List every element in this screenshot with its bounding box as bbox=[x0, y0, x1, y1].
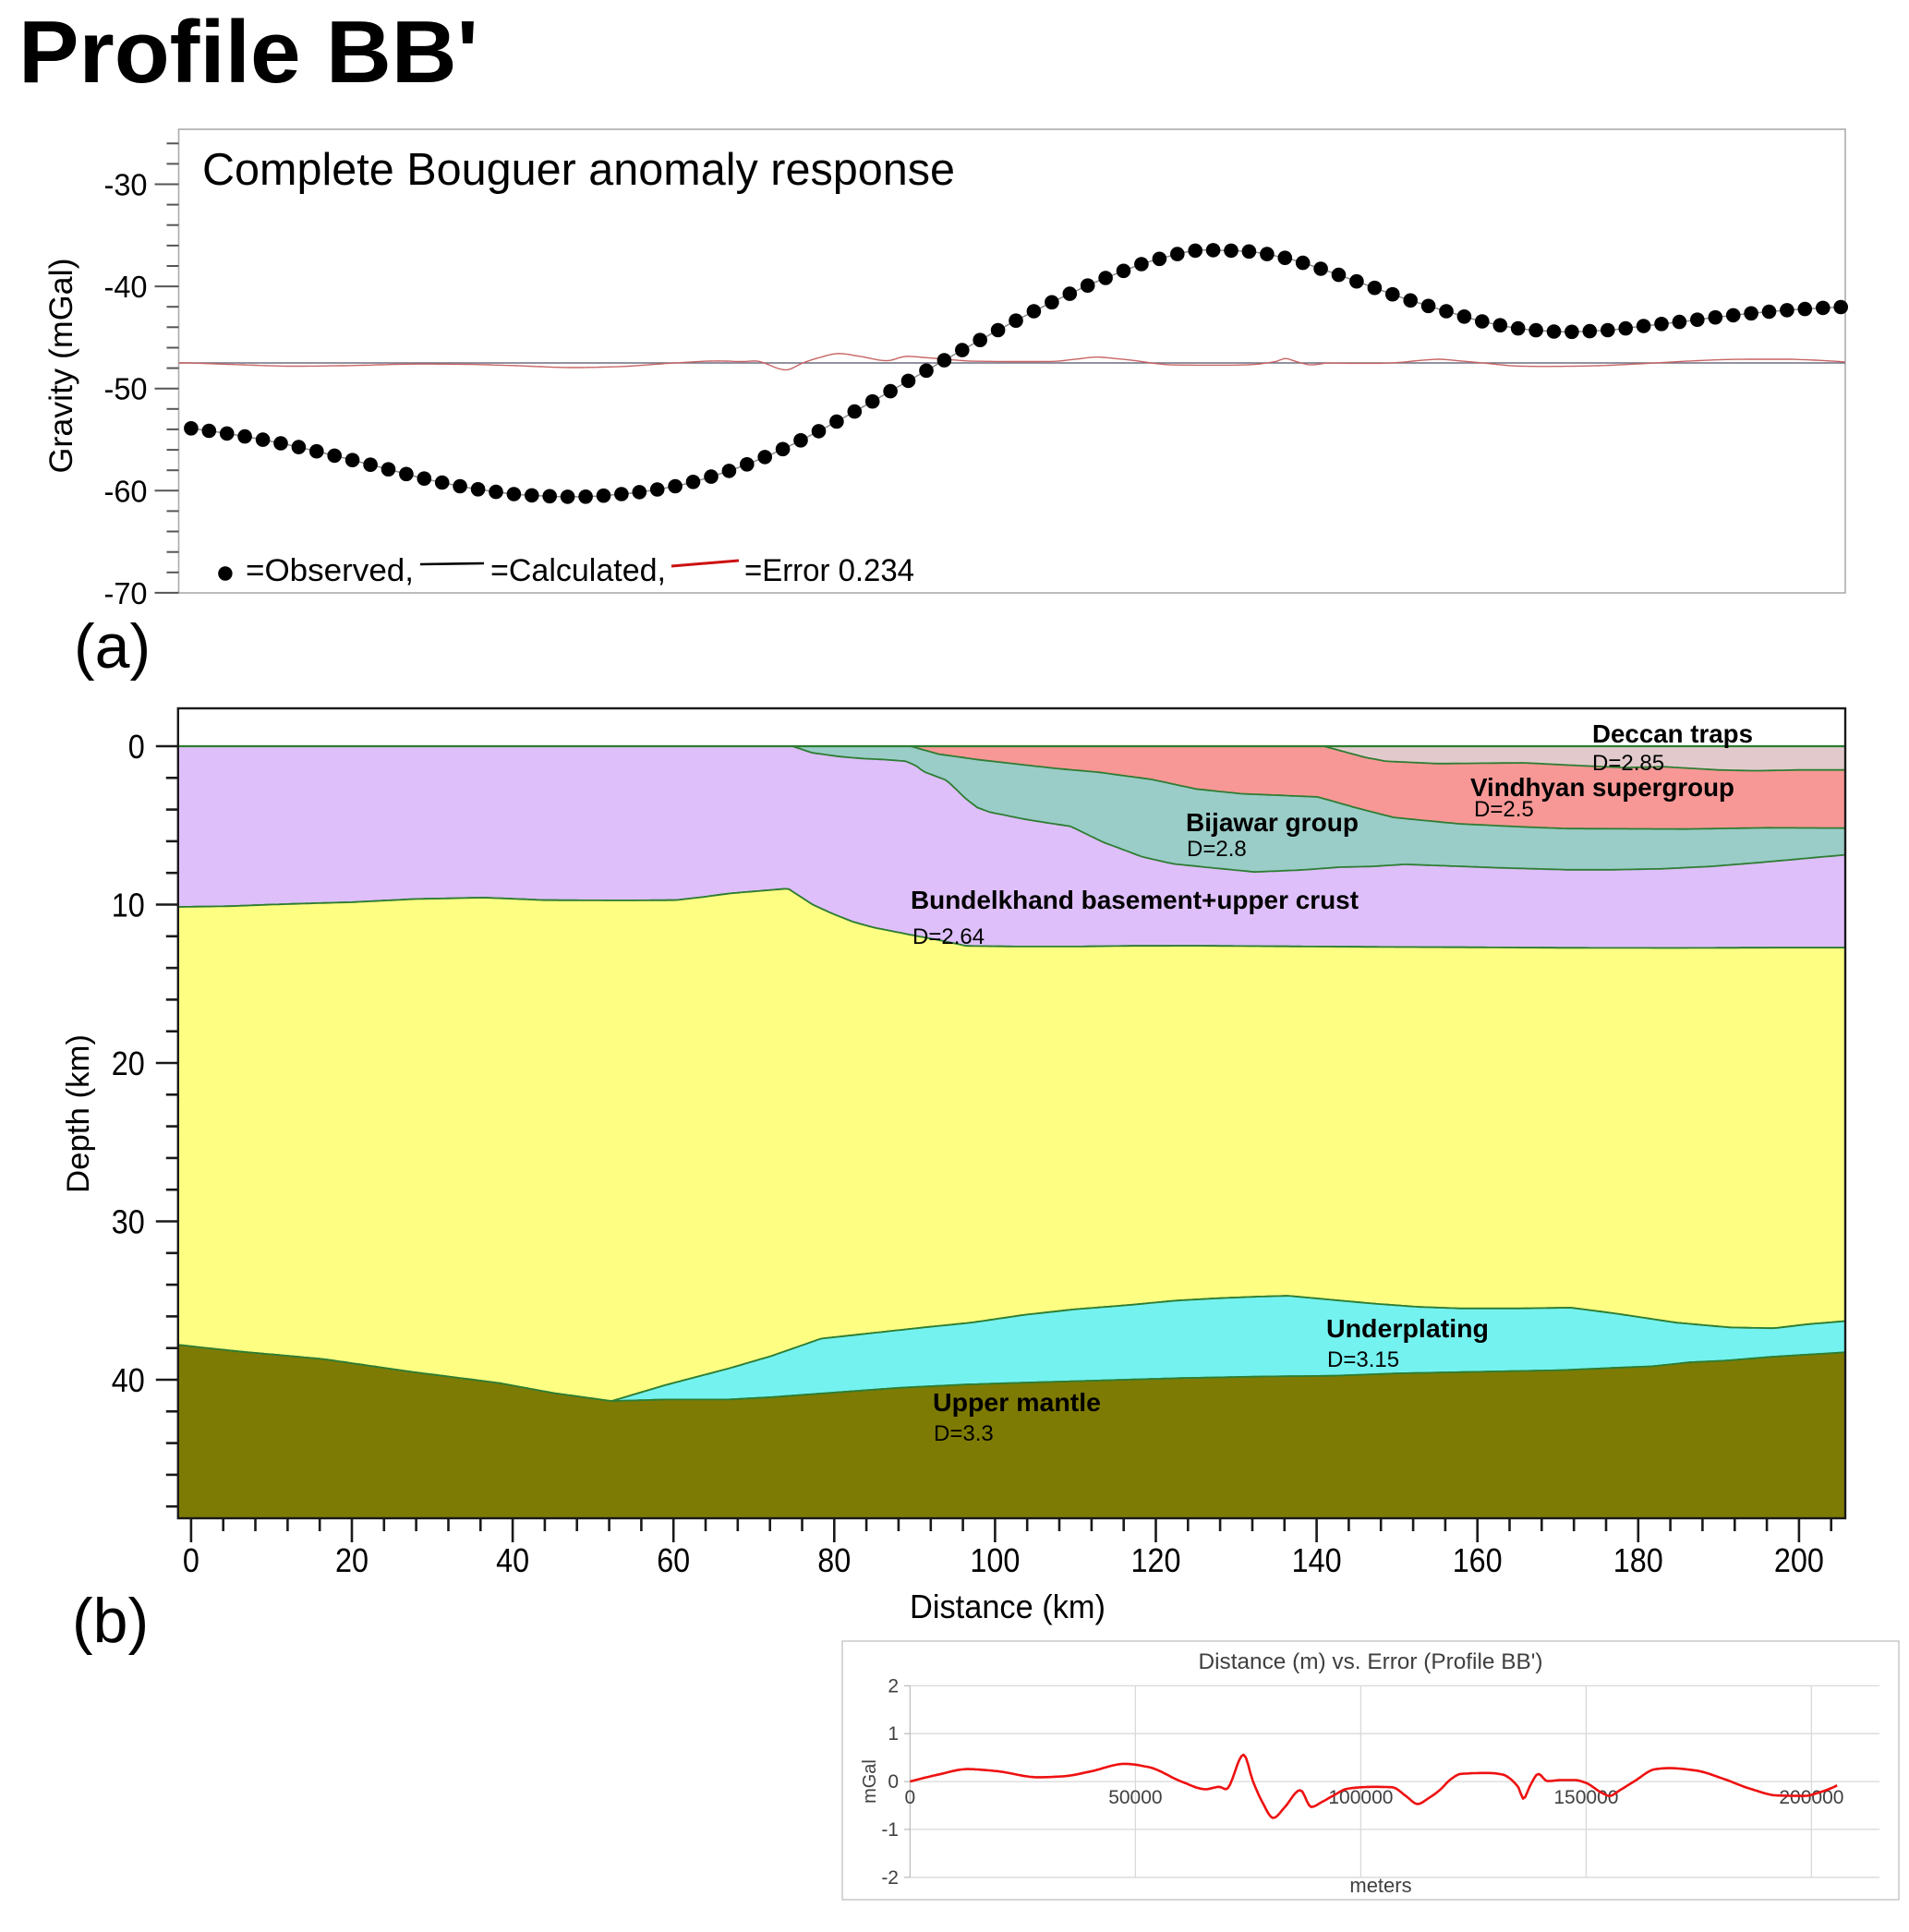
svg-text:-30: -30 bbox=[104, 168, 148, 202]
svg-text:Profile BB': Profile BB' bbox=[18, 3, 478, 102]
svg-text:D=2.64: D=2.64 bbox=[912, 924, 985, 949]
svg-text:40: 40 bbox=[496, 1541, 529, 1579]
svg-text:Distance (m) vs. Error (Profil: Distance (m) vs. Error (Profile BB') bbox=[1199, 1649, 1543, 1674]
svg-text:60: 60 bbox=[657, 1541, 690, 1579]
svg-text:50000: 50000 bbox=[1108, 1787, 1162, 1808]
svg-text:Distance (km): Distance (km) bbox=[910, 1588, 1106, 1625]
svg-text:-50: -50 bbox=[104, 372, 148, 406]
svg-text:-1: -1 bbox=[881, 1819, 899, 1841]
svg-text:0: 0 bbox=[183, 1541, 199, 1579]
svg-text:=Calculated,: =Calculated, bbox=[490, 553, 666, 588]
svg-text:=Observed,: =Observed, bbox=[246, 553, 414, 588]
svg-text:0: 0 bbox=[888, 1771, 899, 1793]
svg-text:200000: 200000 bbox=[1779, 1787, 1843, 1808]
svg-text:D=3.15: D=3.15 bbox=[1327, 1347, 1399, 1372]
svg-text:20: 20 bbox=[112, 1044, 145, 1082]
svg-text:Vindhyan supergroup: Vindhyan supergroup bbox=[1470, 773, 1734, 802]
svg-text:140: 140 bbox=[1292, 1541, 1342, 1579]
svg-text:100000: 100000 bbox=[1328, 1787, 1393, 1808]
svg-text:-70: -70 bbox=[104, 576, 148, 610]
svg-text:Bijawar group: Bijawar group bbox=[1186, 808, 1359, 837]
svg-text:0: 0 bbox=[128, 728, 145, 766]
svg-text:Gravity (mGal): Gravity (mGal) bbox=[43, 259, 79, 474]
svg-text:80: 80 bbox=[817, 1541, 851, 1579]
svg-text:D=2.8: D=2.8 bbox=[1187, 837, 1247, 862]
svg-text:1: 1 bbox=[888, 1723, 899, 1745]
svg-text:30: 30 bbox=[112, 1203, 145, 1241]
svg-text:-60: -60 bbox=[104, 474, 148, 508]
svg-text:0: 0 bbox=[905, 1787, 916, 1808]
svg-text:120: 120 bbox=[1131, 1541, 1181, 1579]
svg-text:=Error 0.234: =Error 0.234 bbox=[744, 553, 914, 588]
svg-text:Bundelkhand basement+upper cru: Bundelkhand basement+upper crust bbox=[911, 886, 1359, 914]
svg-text:(b): (b) bbox=[72, 1586, 149, 1656]
svg-text:D=3.3: D=3.3 bbox=[934, 1421, 994, 1446]
svg-text:Upper mantle: Upper mantle bbox=[933, 1388, 1101, 1417]
svg-text:40: 40 bbox=[112, 1361, 145, 1399]
svg-text:150000: 150000 bbox=[1553, 1787, 1618, 1808]
svg-text:Complete Bouguer anomaly respo: Complete Bouguer anomaly response bbox=[202, 145, 955, 195]
svg-text:D=2.5: D=2.5 bbox=[1474, 797, 1534, 822]
svg-text:meters: meters bbox=[1349, 1874, 1411, 1897]
svg-text:-2: -2 bbox=[881, 1867, 899, 1889]
svg-text:160: 160 bbox=[1453, 1541, 1503, 1579]
svg-text:180: 180 bbox=[1613, 1541, 1663, 1579]
svg-text:20: 20 bbox=[335, 1541, 369, 1579]
svg-text:Underplating: Underplating bbox=[1326, 1314, 1489, 1343]
svg-text:D=2.85: D=2.85 bbox=[1592, 751, 1664, 776]
svg-text:Depth (km): Depth (km) bbox=[61, 1034, 96, 1193]
svg-text:100: 100 bbox=[970, 1541, 1020, 1579]
svg-text:(a): (a) bbox=[74, 611, 151, 682]
svg-text:2: 2 bbox=[888, 1675, 899, 1697]
svg-text:mGal: mGal bbox=[860, 1759, 880, 1804]
svg-text:Deccan traps: Deccan traps bbox=[1592, 719, 1753, 748]
svg-text:200: 200 bbox=[1774, 1541, 1824, 1579]
svg-text:-40: -40 bbox=[104, 270, 148, 304]
svg-text:10: 10 bbox=[112, 887, 145, 924]
